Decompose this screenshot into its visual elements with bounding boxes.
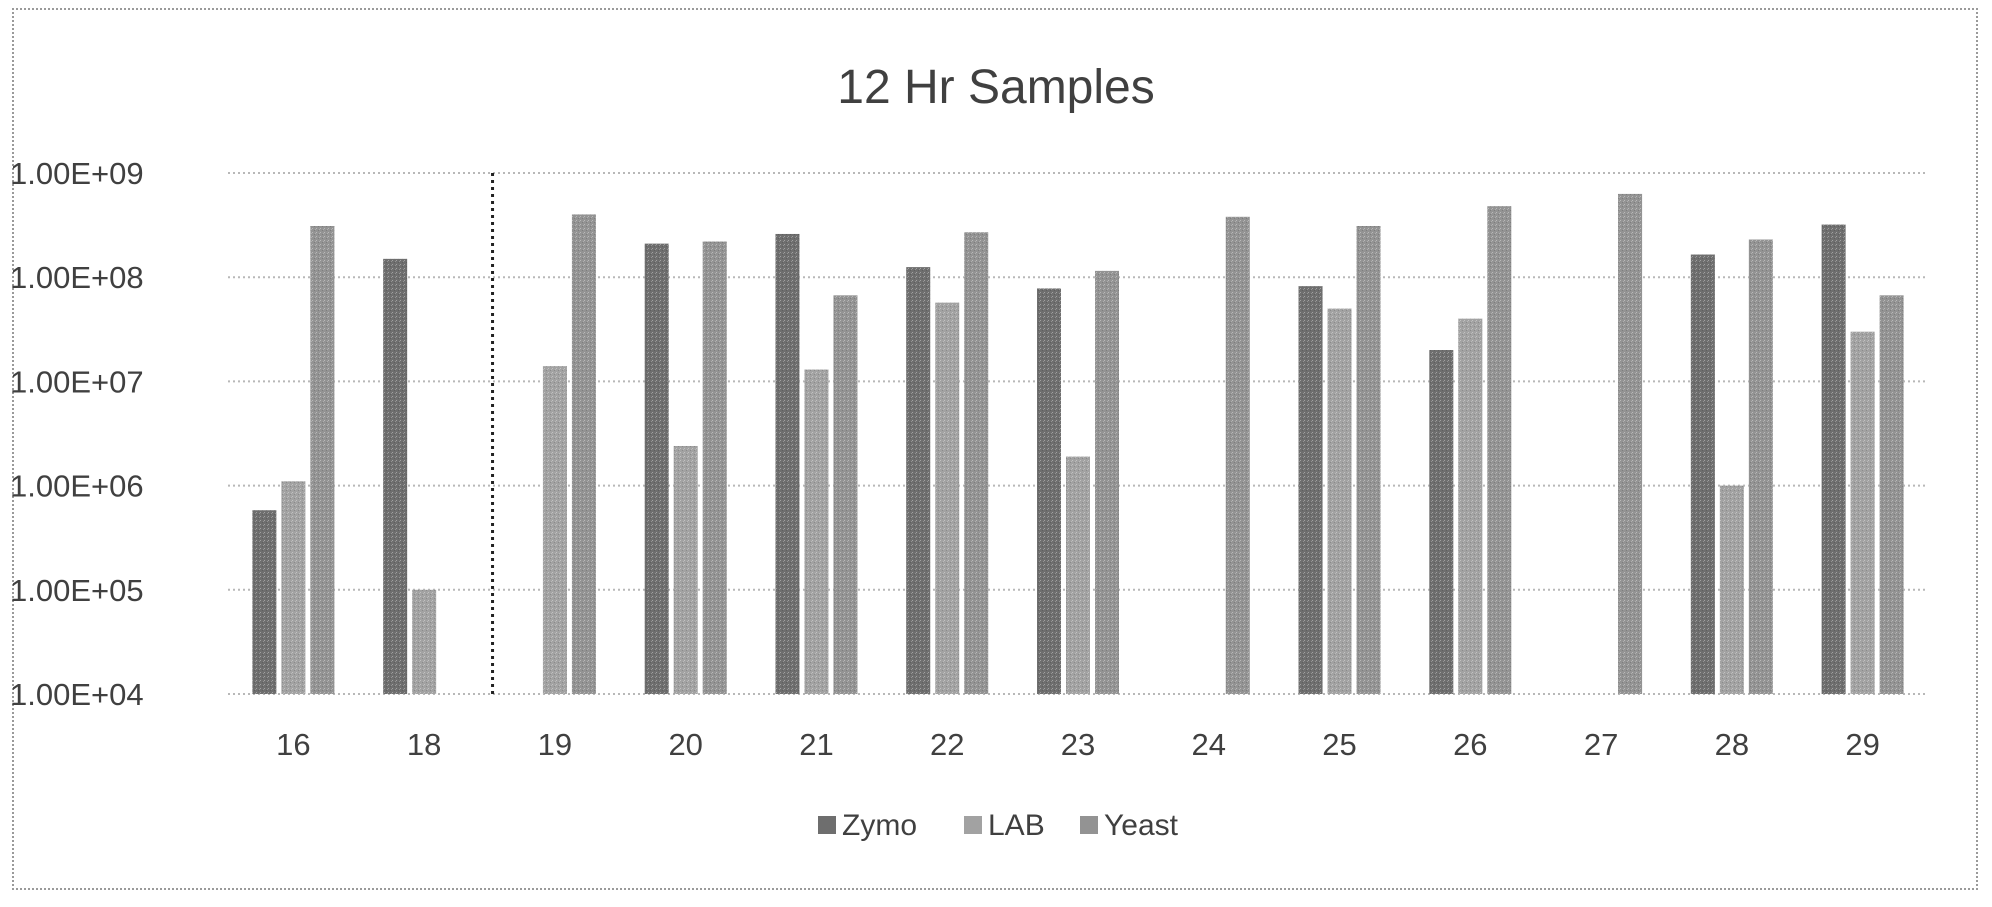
bar-texture xyxy=(674,446,698,694)
bar-texture xyxy=(1880,295,1904,694)
x-tick-label: 20 xyxy=(668,727,702,762)
y-tick-label: 1.00E+06 xyxy=(10,469,144,504)
bar-texture xyxy=(645,244,669,694)
y-tick-label: 1.00E+07 xyxy=(10,364,144,399)
bar-texture xyxy=(1691,255,1715,694)
bar-texture xyxy=(1851,332,1875,694)
legend-label-lab: LAB xyxy=(988,809,1045,842)
bars xyxy=(252,194,1903,694)
bar-texture xyxy=(1066,457,1090,694)
bar-texture xyxy=(1749,240,1773,694)
y-tick-label: 1.00E+04 xyxy=(10,677,144,712)
x-tick-label: 16 xyxy=(276,727,310,762)
legend-swatch-zymo xyxy=(818,816,836,834)
x-axis-tick-labels: 16 18 19 20 21 22 23 24 25 26 27 28 29 xyxy=(276,727,1880,762)
bar-texture xyxy=(1429,350,1453,694)
x-tick-label: 24 xyxy=(1192,727,1226,762)
bar-texture xyxy=(1822,225,1846,694)
y-tick-label: 1.00E+08 xyxy=(10,260,144,295)
x-tick-label: 22 xyxy=(930,727,964,762)
x-tick-label: 21 xyxy=(799,727,833,762)
bar-texture xyxy=(572,214,596,694)
bar-texture xyxy=(1328,309,1352,694)
bar-texture xyxy=(775,234,799,694)
y-tick-label: 1.00E+05 xyxy=(10,573,144,608)
legend-label-yeast: Yeast xyxy=(1104,809,1179,842)
legend-swatch-yeast xyxy=(1080,816,1098,834)
legend-label-zymo: Zymo xyxy=(842,809,917,842)
bar-texture xyxy=(281,481,305,694)
bar-texture xyxy=(1720,486,1744,694)
bar-texture xyxy=(1095,271,1119,694)
x-tick-label: 27 xyxy=(1584,727,1618,762)
bar-texture xyxy=(543,366,567,694)
bar-texture xyxy=(412,590,436,694)
bar-texture xyxy=(252,510,276,694)
bar-texture xyxy=(1357,226,1381,694)
x-tick-label: 25 xyxy=(1322,727,1356,762)
bar-texture xyxy=(383,259,407,694)
y-axis-tick-labels: 1.00E+04 1.00E+05 1.00E+06 1.00E+07 1.00E+08… xyxy=(10,156,144,712)
bar-texture xyxy=(1299,286,1323,694)
x-tick-label: 29 xyxy=(1845,727,1879,762)
x-tick-label: 28 xyxy=(1715,727,1749,762)
chart: 12 Hr Samples 1.00E+041.00E+051.00E+061.… xyxy=(0,0,1992,907)
bar-texture xyxy=(833,295,857,694)
y-tick-label: 1.00E+09 xyxy=(10,156,144,191)
bar-texture xyxy=(906,267,930,694)
legend: Zymo LAB Yeast xyxy=(818,809,1179,842)
bar-texture xyxy=(964,232,988,694)
x-tick-label: 18 xyxy=(407,727,441,762)
bar-texture xyxy=(310,226,334,694)
bar-texture xyxy=(1618,194,1642,694)
bar-texture xyxy=(1037,288,1061,694)
bar-texture xyxy=(1226,217,1250,694)
bar-texture xyxy=(1458,319,1482,694)
bar-texture xyxy=(1487,206,1511,694)
bar-texture xyxy=(804,370,828,694)
legend-swatch-lab xyxy=(964,816,982,834)
x-tick-label: 19 xyxy=(538,727,572,762)
chart-title: 12 Hr Samples xyxy=(837,61,1154,114)
x-tick-label: 26 xyxy=(1453,727,1487,762)
bar-texture xyxy=(935,303,959,694)
bar-texture xyxy=(703,242,727,694)
x-tick-label: 23 xyxy=(1061,727,1095,762)
